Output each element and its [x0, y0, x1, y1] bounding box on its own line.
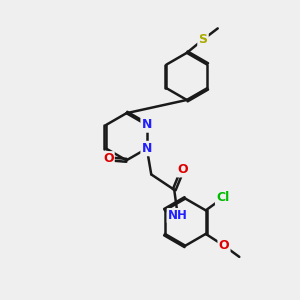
Text: O: O — [219, 239, 229, 252]
Text: N: N — [142, 142, 152, 155]
Text: N: N — [142, 118, 152, 131]
Text: S: S — [199, 33, 208, 46]
Text: O: O — [177, 163, 188, 176]
Text: NH: NH — [168, 209, 188, 222]
Text: O: O — [103, 152, 113, 165]
Text: Cl: Cl — [216, 191, 230, 205]
